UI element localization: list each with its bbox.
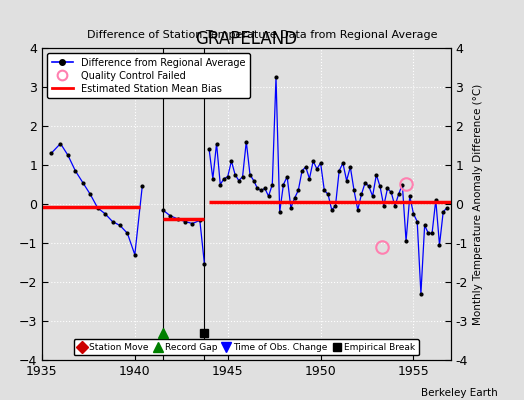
Y-axis label: Monthly Temperature Anomaly Difference (°C): Monthly Temperature Anomaly Difference (… — [473, 83, 484, 325]
Legend: Station Move, Record Gap, Time of Obs. Change, Empirical Break: Station Move, Record Gap, Time of Obs. C… — [74, 339, 419, 356]
Text: Berkeley Earth: Berkeley Earth — [421, 388, 498, 398]
Title: GRAPELAND: GRAPELAND — [195, 30, 297, 48]
Text: Difference of Station Temperature Data from Regional Average: Difference of Station Temperature Data f… — [87, 30, 437, 40]
